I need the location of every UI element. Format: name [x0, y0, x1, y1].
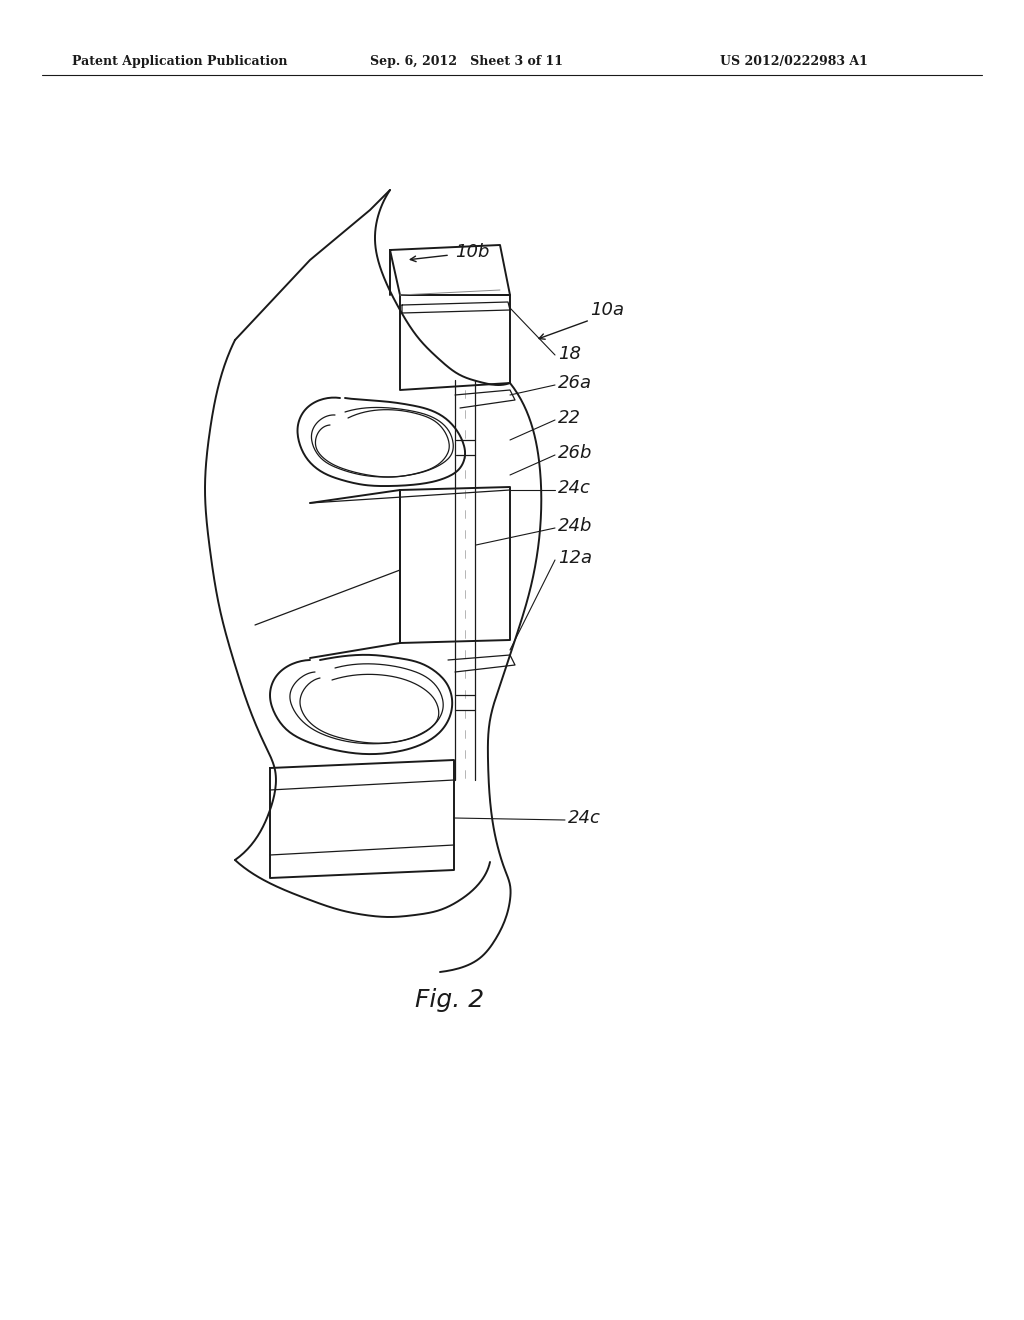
- Text: 26a: 26a: [558, 374, 592, 392]
- Text: 26b: 26b: [558, 444, 592, 462]
- Text: 12a: 12a: [558, 549, 592, 568]
- Text: 24c: 24c: [568, 809, 601, 828]
- Text: 24b: 24b: [558, 517, 592, 535]
- Text: Sep. 6, 2012   Sheet 3 of 11: Sep. 6, 2012 Sheet 3 of 11: [370, 55, 563, 69]
- Text: 10a: 10a: [590, 301, 624, 319]
- Text: 10b: 10b: [455, 243, 489, 261]
- Text: 22: 22: [558, 409, 581, 426]
- Text: US 2012/0222983 A1: US 2012/0222983 A1: [720, 55, 868, 69]
- Text: Patent Application Publication: Patent Application Publication: [72, 55, 288, 69]
- Text: 24c: 24c: [558, 479, 591, 498]
- Text: 18: 18: [558, 345, 581, 363]
- Text: Fig. 2: Fig. 2: [416, 987, 484, 1012]
